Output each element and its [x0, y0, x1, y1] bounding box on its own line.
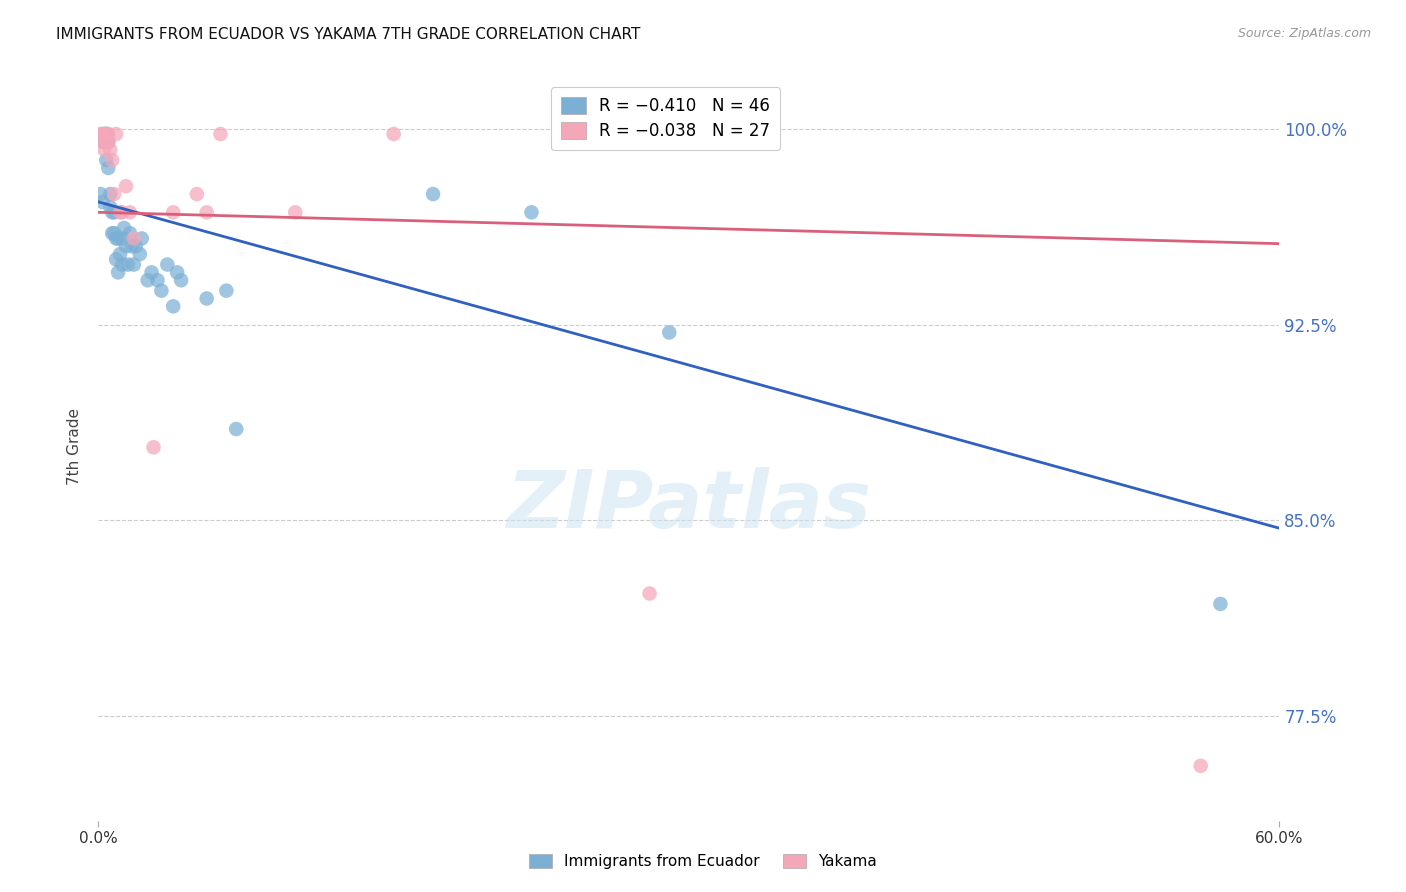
Point: [108, 205, 131, 219]
Point: [209, 127, 232, 141]
Point: [101, 205, 124, 219]
Point: [96, 127, 118, 141]
Point: [101, 153, 124, 168]
Point: [131, 231, 153, 245]
Text: ZIPatlas: ZIPatlas: [506, 467, 872, 545]
Point: [166, 265, 188, 279]
Point: [1209, 597, 1232, 611]
Point: [96, 127, 118, 141]
Point: [93, 135, 115, 149]
Point: [121, 239, 143, 253]
Point: [105, 231, 128, 245]
Point: [111, 231, 134, 245]
Point: [96, 153, 118, 168]
Point: [97, 161, 120, 175]
Point: [520, 205, 543, 219]
Legend: R = −0.410   N = 46, R = −0.038   N = 27: R = −0.410 N = 46, R = −0.038 N = 27: [551, 87, 780, 150]
Point: [93, 127, 115, 141]
Point: [195, 292, 218, 306]
Point: [382, 127, 405, 141]
Point: [658, 326, 681, 340]
Point: [141, 265, 163, 279]
Point: [1189, 759, 1212, 773]
Point: [96, 135, 118, 149]
Point: [101, 226, 124, 240]
Point: [97, 127, 120, 141]
Point: [128, 247, 150, 261]
Point: [422, 187, 444, 202]
Point: [107, 231, 129, 245]
Point: [112, 221, 135, 235]
Point: [125, 239, 148, 253]
Point: [105, 127, 128, 141]
Point: [98, 143, 121, 157]
Point: [89, 127, 111, 141]
Legend: Immigrants from Ecuador, Yakama: Immigrants from Ecuador, Yakama: [523, 848, 883, 875]
Point: [122, 231, 145, 245]
Point: [195, 205, 218, 219]
Point: [93, 127, 115, 141]
Point: [89, 187, 111, 202]
Point: [186, 187, 208, 202]
Point: [115, 239, 138, 253]
Point: [111, 258, 134, 272]
Text: Source: ZipAtlas.com: Source: ZipAtlas.com: [1237, 27, 1371, 40]
Point: [136, 273, 159, 287]
Point: [284, 205, 307, 219]
Point: [156, 258, 179, 272]
Point: [146, 273, 169, 287]
Point: [115, 179, 138, 194]
Point: [142, 440, 165, 454]
Point: [162, 205, 184, 219]
Point: [118, 226, 141, 240]
Point: [225, 422, 247, 436]
Point: [105, 252, 128, 267]
Point: [638, 586, 661, 600]
Point: [97, 135, 120, 149]
Point: [122, 258, 145, 272]
Point: [103, 226, 125, 240]
Point: [98, 187, 121, 202]
Point: [97, 135, 120, 149]
Point: [91, 127, 114, 141]
Point: [98, 200, 121, 214]
Text: IMMIGRANTS FROM ECUADOR VS YAKAMA 7TH GRADE CORRELATION CHART: IMMIGRANTS FROM ECUADOR VS YAKAMA 7TH GR…: [56, 27, 641, 42]
Point: [103, 205, 125, 219]
Point: [93, 143, 115, 157]
Point: [111, 205, 134, 219]
Point: [96, 127, 118, 141]
Point: [103, 187, 125, 202]
Point: [118, 205, 141, 219]
Point: [150, 284, 173, 298]
Point: [108, 247, 131, 261]
Point: [91, 194, 114, 209]
Point: [107, 265, 129, 279]
Y-axis label: 7th Grade: 7th Grade: [67, 408, 83, 484]
Point: [91, 135, 114, 149]
Point: [215, 284, 238, 298]
Point: [162, 299, 184, 313]
Point: [170, 273, 193, 287]
Point: [117, 258, 139, 272]
